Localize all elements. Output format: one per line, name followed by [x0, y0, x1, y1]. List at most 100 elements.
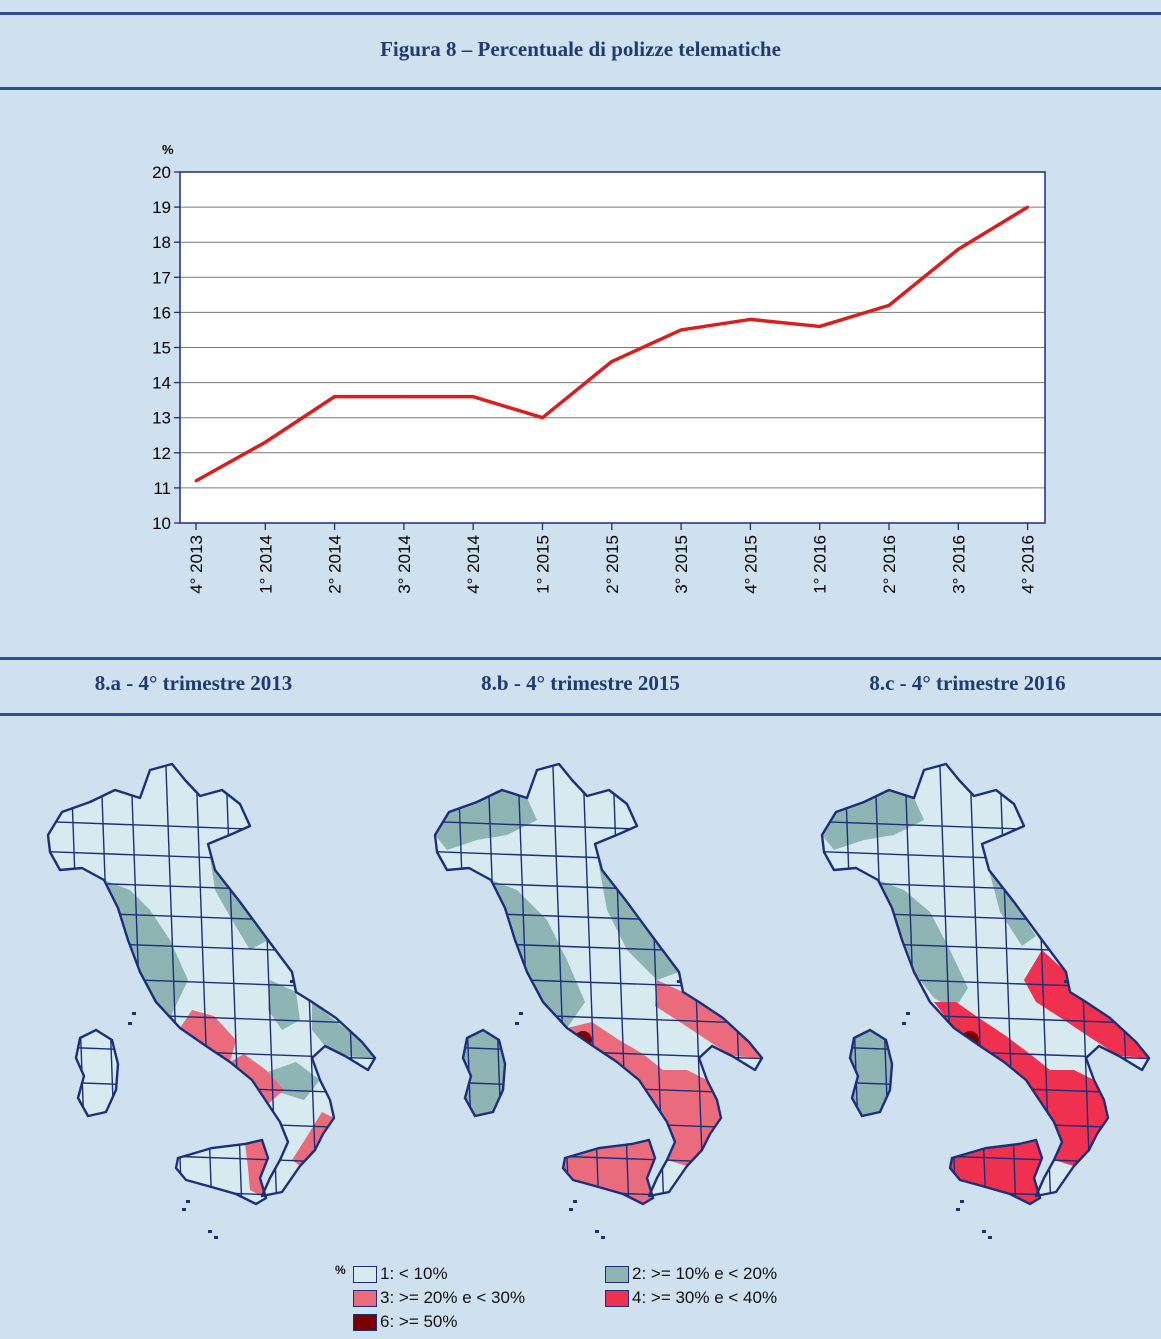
sardinia-outline	[461, 1028, 507, 1118]
sicily-outline	[948, 1138, 1044, 1206]
province-boundary	[339, 764, 359, 1204]
mainland-outline	[820, 762, 1151, 1198]
data-point	[541, 416, 544, 420]
data-point	[194, 479, 198, 483]
small-island	[182, 1208, 186, 1211]
base-region-fill	[48, 764, 375, 1204]
small-island	[519, 1012, 523, 1015]
x-tick-label: 4° 2014	[464, 535, 483, 594]
small-island	[982, 1230, 986, 1233]
x-tick-label: 1° 2016	[811, 535, 830, 594]
province-boundary	[194, 764, 214, 1204]
plot-frame	[179, 171, 1046, 524]
map-regions	[822, 764, 1149, 1204]
province-boundary	[224, 764, 244, 1204]
province-boundary	[686, 764, 706, 1204]
x-tick-label: 3° 2015	[672, 535, 691, 594]
sardinia-outline	[74, 1028, 120, 1118]
province-boundary	[998, 764, 1018, 1204]
map-legend: % 1: < 10% 2: >= 10% e < 20% 3: >= 20% e…	[335, 1263, 875, 1339]
legend-item-3: 3: >= 20% e < 30%	[353, 1287, 525, 1309]
data-point	[333, 395, 337, 399]
data-point	[402, 395, 406, 399]
province-boundary	[822, 1079, 1149, 1095]
y-tick-label: 10	[152, 514, 171, 533]
x-tick-label: 2° 2016	[880, 535, 899, 594]
region-class-3	[567, 1022, 721, 1166]
legend-swatch-4	[605, 1289, 629, 1307]
province-boundary	[299, 764, 319, 1204]
small-island	[1064, 980, 1068, 983]
region-class-3	[292, 1112, 334, 1166]
map-regions	[435, 764, 762, 1204]
small-island	[569, 1208, 573, 1211]
mainland-outline	[46, 762, 377, 1198]
legend-swatch-1	[353, 1265, 377, 1283]
province-boundary	[726, 764, 746, 1204]
province-boundary	[611, 764, 631, 1204]
x-tick-label: 4° 2015	[741, 535, 760, 594]
map-italy-2015	[433, 762, 764, 1239]
y-tick-label: 14	[152, 374, 171, 393]
map-regions	[48, 764, 375, 1204]
sardinia-fill	[850, 1030, 892, 1116]
y-tick-label: 16	[152, 303, 171, 322]
legend-label-3: 3: >= 20% e < 30%	[380, 1288, 526, 1307]
region-class-3	[563, 1140, 655, 1204]
region-class-3	[655, 980, 762, 1058]
province-boundary	[435, 1079, 762, 1095]
map-italy-2013	[46, 762, 377, 1239]
x-tick-label: 1° 2015	[534, 535, 553, 594]
map-title-a: 8.a - 4° trimestre 2013	[94, 671, 293, 695]
province-boundary	[1073, 764, 1093, 1204]
province-boundary	[48, 1184, 375, 1200]
figure-title: Figura 8 – Percentuale di polizze telema…	[380, 37, 781, 61]
line-chart: 10 11 12 13 14 15 16 17 18 19 20% 4° 2013 1° 2014 2° …	[152, 142, 1046, 594]
top-rule	[0, 12, 1161, 15]
mainland-outline	[433, 762, 764, 1198]
small-island	[290, 980, 294, 983]
y-tick-label: 19	[152, 198, 171, 217]
map-title-c: 8.c - 4° trimestre 2016	[869, 671, 1066, 695]
small-island	[214, 1236, 218, 1239]
region-class-4	[1024, 950, 1149, 1058]
legend-title: %	[335, 1263, 346, 1277]
legend-item-2: 2: >= 10% e < 20%	[605, 1263, 777, 1285]
data-point	[956, 247, 960, 251]
small-island	[186, 1200, 190, 1203]
province-boundary	[435, 1184, 762, 1200]
region-class-3	[180, 1010, 236, 1062]
x-tick-label: 1° 2014	[256, 535, 275, 594]
region-class-2	[595, 844, 679, 980]
province-boundary	[48, 1079, 375, 1095]
data-point	[748, 317, 752, 321]
region-class-2	[268, 980, 300, 1030]
x-tick-label: 2° 2015	[603, 535, 622, 594]
small-island	[960, 1200, 964, 1203]
sardinia-fill	[463, 1030, 505, 1116]
small-island	[132, 1012, 136, 1015]
x-tick-label: 4° 2016	[1019, 535, 1038, 594]
y-tick-label: 13	[152, 409, 171, 428]
legend-label-6: 6: >= 50%	[380, 1312, 458, 1331]
data-point	[263, 440, 267, 444]
province-boundary	[1113, 764, 1133, 1204]
data-point	[679, 328, 683, 332]
region-class-2	[208, 844, 268, 950]
small-island	[573, 1200, 577, 1203]
small-island	[208, 1230, 212, 1233]
legend-swatch-2	[605, 1265, 629, 1283]
province-boundary	[968, 764, 988, 1204]
y-tick-label: 20	[152, 163, 171, 182]
y-tick-label: 12	[152, 444, 171, 463]
small-island	[595, 1230, 599, 1233]
legend-label-1: 1: < 10%	[380, 1264, 448, 1283]
small-island	[128, 1022, 132, 1025]
sardinia-fill	[76, 1030, 118, 1116]
y-axis-label: %	[162, 142, 174, 157]
small-island	[956, 1208, 960, 1211]
map-title-b: 8.b - 4° trimestre 2015	[481, 671, 680, 695]
legend-item-6: 6: >= 50%	[353, 1311, 458, 1333]
data-point	[887, 303, 891, 307]
legend-swatch-3	[353, 1289, 377, 1307]
